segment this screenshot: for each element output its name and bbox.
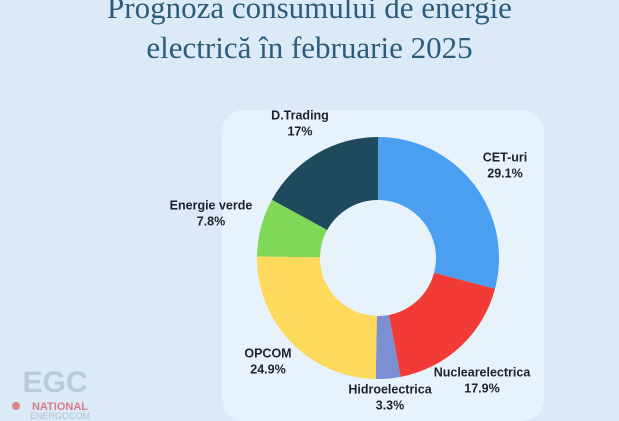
slice-label: Nuclearelectrica [434, 365, 532, 379]
logo-line1: NATIONAL [32, 401, 88, 413]
slice [271, 137, 378, 231]
value-label: 3.3% [376, 398, 405, 412]
slice [375, 314, 401, 379]
slice [377, 137, 499, 289]
value-label: 7.8% [197, 214, 226, 228]
slice-label: Energie verde [170, 198, 253, 212]
chart-title: Prognoza consumului de energie electrică… [107, 0, 512, 65]
logo-dot [12, 402, 20, 410]
logo-line2: ENERGOCOM [30, 411, 90, 421]
logo-mark: EGC [22, 366, 87, 399]
slice [257, 199, 328, 258]
title-box: Prognoza consumului de energie electrică… [0, 0, 619, 68]
slice-label: CET-uri [483, 150, 527, 164]
value-label: 24.9% [250, 362, 285, 376]
slice-label: OPCOM [244, 346, 291, 360]
logo: EGC NATIONAL ENERGOCOM [12, 366, 90, 421]
value-label: 17.9% [464, 381, 499, 395]
slice [388, 272, 496, 377]
slice [256, 256, 377, 379]
slice-label: D.Trading [271, 108, 329, 122]
value-label: 17% [287, 124, 312, 138]
slice-label: Hidroelectrica [348, 382, 432, 396]
value-label: 29.1% [487, 166, 522, 180]
